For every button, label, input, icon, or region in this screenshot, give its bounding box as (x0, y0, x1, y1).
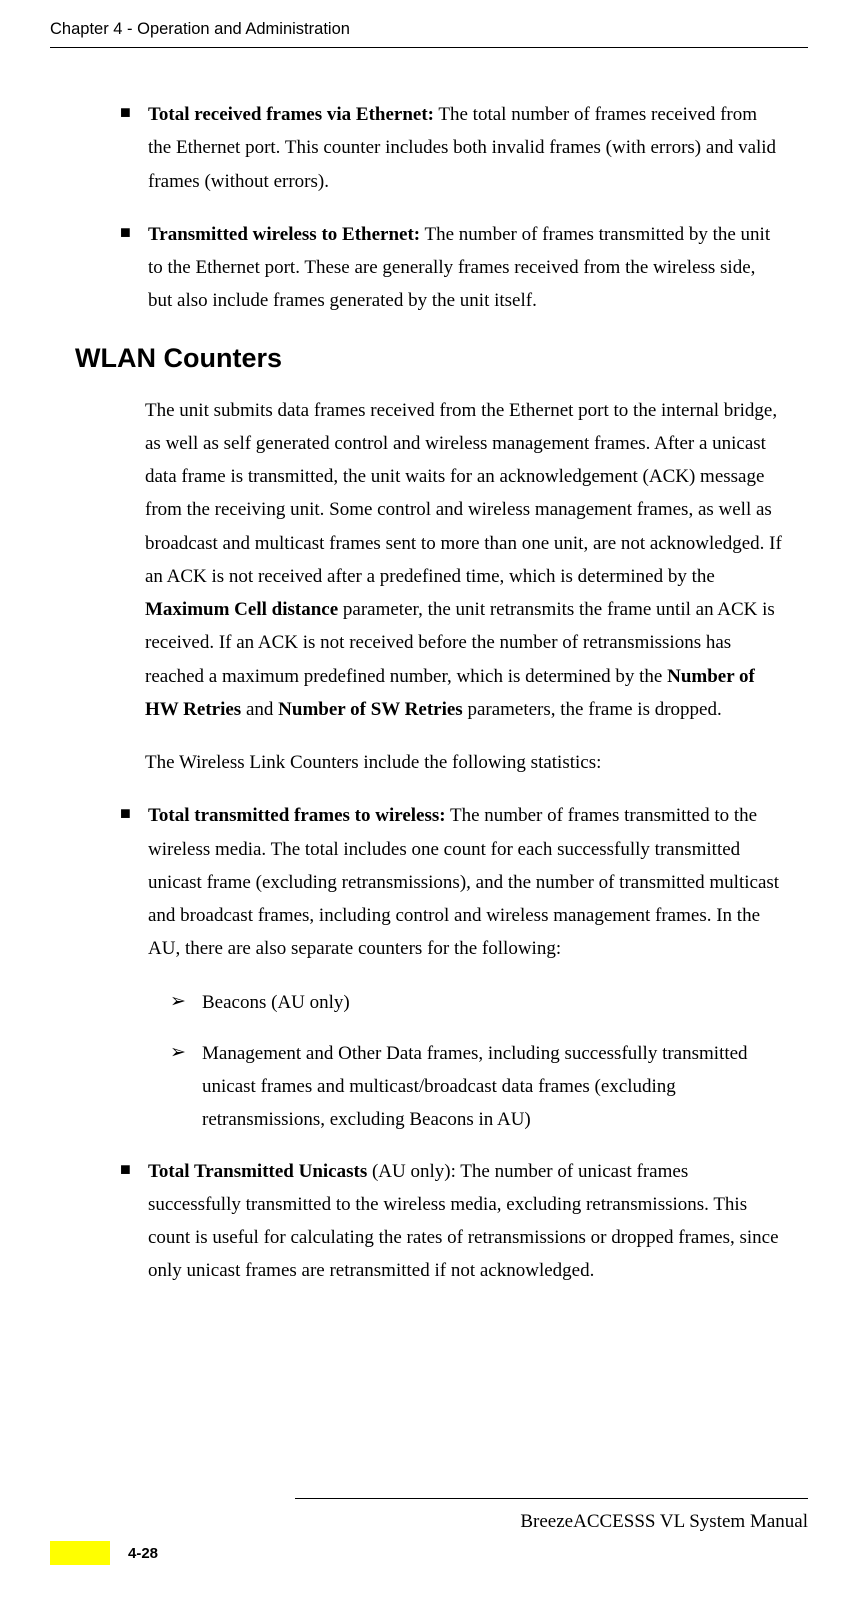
arrow-bullet-icon: ➢ (170, 1037, 202, 1137)
square-bullet-icon: ■ (120, 218, 148, 318)
square-bullet-icon: ■ (120, 98, 148, 198)
page-footer: BreezeACCESSS VL System Manual 4-28 (50, 1498, 808, 1565)
page-number: 4-28 (128, 1545, 158, 1562)
footer-divider (295, 1498, 808, 1499)
bullet-text: Total Transmitted Unicasts (AU only): Th… (148, 1155, 783, 1288)
sub-bullet-item: ➢ Beacons (AU only) (75, 986, 783, 1019)
sub-bullet-text: Management and Other Data frames, includ… (202, 1037, 783, 1137)
section-heading: WLAN Counters (75, 343, 783, 374)
bullet-item: ■ Total Transmitted Unicasts (AU only): … (75, 1155, 783, 1288)
para-text: The unit submits data frames received fr… (145, 400, 782, 587)
bullet-text: Transmitted wireless to Ethernet: The nu… (148, 218, 783, 318)
sub-bullet-text: Beacons (AU only) (202, 986, 783, 1019)
page-header: Chapter 4 - Operation and Administration (50, 0, 808, 48)
bullet-body: The number of frames transmitted to the … (148, 805, 779, 959)
arrow-bullet-icon: ➢ (170, 986, 202, 1019)
body-paragraph: The Wireless Link Counters include the f… (75, 746, 783, 779)
footer-bottom: 4-28 (50, 1541, 808, 1565)
bullet-item: ■ Total transmitted frames to wireless: … (75, 799, 783, 965)
square-bullet-icon: ■ (120, 799, 148, 965)
para-bold: Number of SW Retries (278, 699, 463, 720)
bullet-text: Total transmitted frames to wireless: Th… (148, 799, 783, 965)
para-bold: Maximum Cell distance (145, 599, 338, 620)
bullet-title: Transmitted wireless to Ethernet: (148, 224, 420, 245)
yellow-accent-block (50, 1541, 110, 1565)
sub-bullet-item: ➢ Management and Other Data frames, incl… (75, 1037, 783, 1137)
para-text: and (241, 699, 278, 720)
bullet-item: ■ Transmitted wireless to Ethernet: The … (75, 218, 783, 318)
bullet-title: Total Transmitted Unicasts (148, 1161, 367, 1182)
bullet-item: ■ Total received frames via Ethernet: Th… (75, 98, 783, 198)
chapter-title: Chapter 4 - Operation and Administration (50, 20, 350, 38)
bullet-title: Total received frames via Ethernet: (148, 104, 434, 125)
bullet-text: Total received frames via Ethernet: The … (148, 98, 783, 198)
manual-name: BreezeACCESSS VL System Manual (50, 1511, 808, 1533)
square-bullet-icon: ■ (120, 1155, 148, 1288)
para-text: parameters, the frame is dropped. (463, 699, 722, 720)
page-content: ■ Total received frames via Ethernet: Th… (0, 48, 858, 1288)
bullet-title: Total transmitted frames to wireless: (148, 805, 446, 826)
body-paragraph: The unit submits data frames received fr… (75, 394, 783, 727)
